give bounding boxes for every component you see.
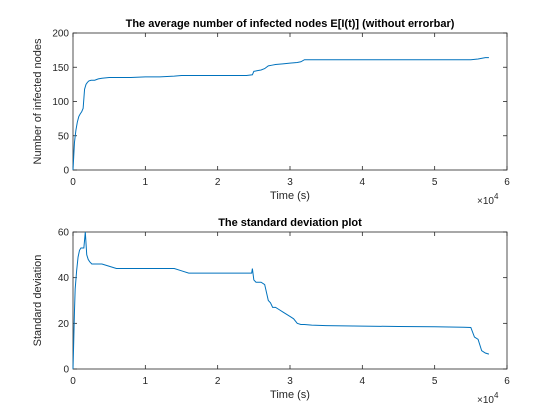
x-exponent-base: ×10 — [477, 395, 494, 406]
x-tick-label: 4 — [360, 376, 366, 387]
chart-title: The standard deviation plot — [218, 217, 362, 229]
x-tick-label: 4 — [360, 177, 366, 188]
plot-area — [72, 32, 508, 171]
y-tick-label: 40 — [58, 273, 70, 284]
y-tick-label: 60 — [58, 228, 70, 239]
y-tick-label: 200 — [52, 29, 69, 40]
chart-title: The average number of infected nodes E[I… — [126, 18, 455, 30]
y-tick-label: 150 — [52, 63, 69, 74]
infected-nodes-chart: The average number of infected nodes E[I… — [32, 18, 510, 207]
x-exponent-label: ×104 — [477, 192, 499, 207]
x-tick-label: 1 — [143, 376, 149, 387]
y-tick-label: 100 — [52, 97, 69, 108]
x-tick-label: 6 — [504, 177, 510, 188]
x-axis-label: Time (s) — [270, 190, 310, 202]
x-tick-label: 0 — [70, 376, 76, 387]
x-tick-label: 2 — [215, 376, 221, 387]
y-tick-label: 20 — [58, 319, 70, 330]
x-axis-label: Time (s) — [270, 389, 310, 401]
std-dev-chart: The standard deviation plot Time (s) Sta… — [32, 217, 510, 406]
y-tick-label: 50 — [58, 131, 70, 142]
x-tick-label: 3 — [287, 376, 293, 387]
x-tick-label: 6 — [504, 376, 510, 387]
x-exponent-power: 4 — [494, 192, 499, 201]
x-tick-label: 5 — [432, 177, 438, 188]
x-tick-label: 2 — [215, 177, 221, 188]
x-exponent-power: 4 — [494, 391, 499, 400]
y-tick-label: 0 — [63, 166, 69, 177]
y-axis-label: Standard deviation — [32, 255, 44, 347]
plot-area — [72, 231, 508, 370]
series-line — [72, 231, 490, 370]
series-line — [72, 57, 489, 171]
x-tick-label: 5 — [432, 376, 438, 387]
y-axis-label: Number of infected nodes — [32, 38, 44, 164]
y-tick-label: 0 — [63, 365, 69, 376]
x-tick-label: 3 — [287, 177, 293, 188]
x-exponent-label: ×104 — [477, 391, 499, 406]
x-tick-label: 0 — [70, 177, 76, 188]
x-exponent-base: ×10 — [477, 196, 494, 207]
x-tick-label: 1 — [143, 177, 149, 188]
